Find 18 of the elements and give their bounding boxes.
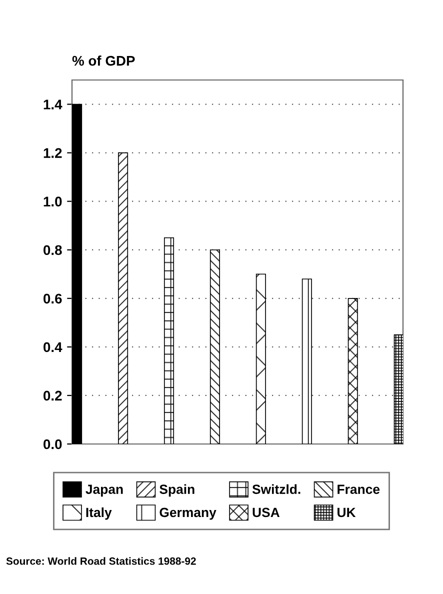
y-tick-label: 0.6	[44, 294, 62, 304]
source-note: Source: World Road Statistics 1988-92	[6, 557, 196, 565]
y-tick-label: 0.0	[44, 439, 62, 450]
legend-label: Spain	[160, 484, 194, 497]
y-tick-label: 1.0	[44, 196, 62, 207]
legend-label: UK	[338, 508, 356, 518]
legend-label: France	[338, 484, 380, 494]
legend-label: Switzld.	[252, 484, 300, 494]
legend-label: Japan	[86, 484, 123, 497]
y-tick-label: 0.2	[44, 390, 62, 401]
y-tick-label: 1.2	[44, 148, 62, 158]
y-tick-label: 0.4	[44, 342, 62, 352]
y-tick-label: 0.8	[44, 245, 62, 256]
legend-label: USA	[252, 508, 280, 518]
y-axis-title: % of GDP	[72, 56, 135, 66]
y-tick-label: 1.4	[44, 100, 62, 110]
legend-label: Italy	[86, 507, 112, 520]
legend-label: Germany	[160, 508, 216, 520]
